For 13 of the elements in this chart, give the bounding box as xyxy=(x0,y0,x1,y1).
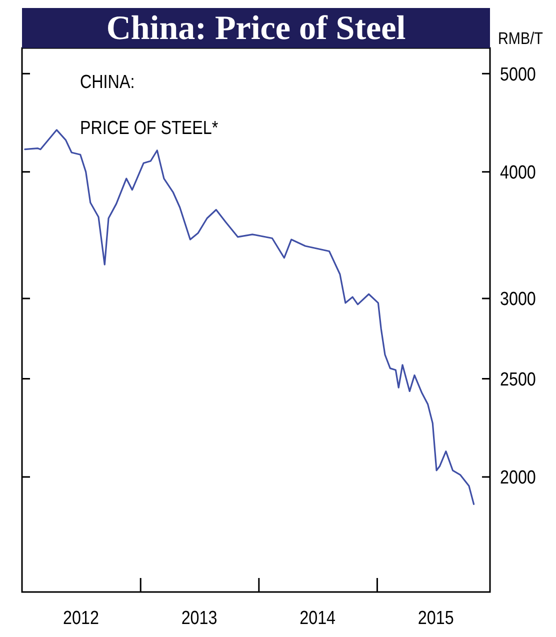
y-tick-label: 2000 xyxy=(500,466,536,488)
annotation: CHINA: xyxy=(80,70,135,92)
y-tick-label: 2500 xyxy=(500,368,536,390)
y-tick-label: 4000 xyxy=(500,161,536,183)
y-tick-label: 5000 xyxy=(500,63,536,85)
y-axis-title: RMB/T xyxy=(498,30,544,48)
y-tick-label: 3000 xyxy=(500,288,536,310)
x-tick-label: 2015 xyxy=(418,606,454,628)
chart-title: China: Price of Steel xyxy=(106,10,406,47)
x-tick-label: 2013 xyxy=(181,606,218,628)
x-tick-label: 2014 xyxy=(300,606,336,628)
x-tick-label: 2012 xyxy=(63,606,99,628)
annotation: PRICE OF STEEL* xyxy=(80,116,218,138)
